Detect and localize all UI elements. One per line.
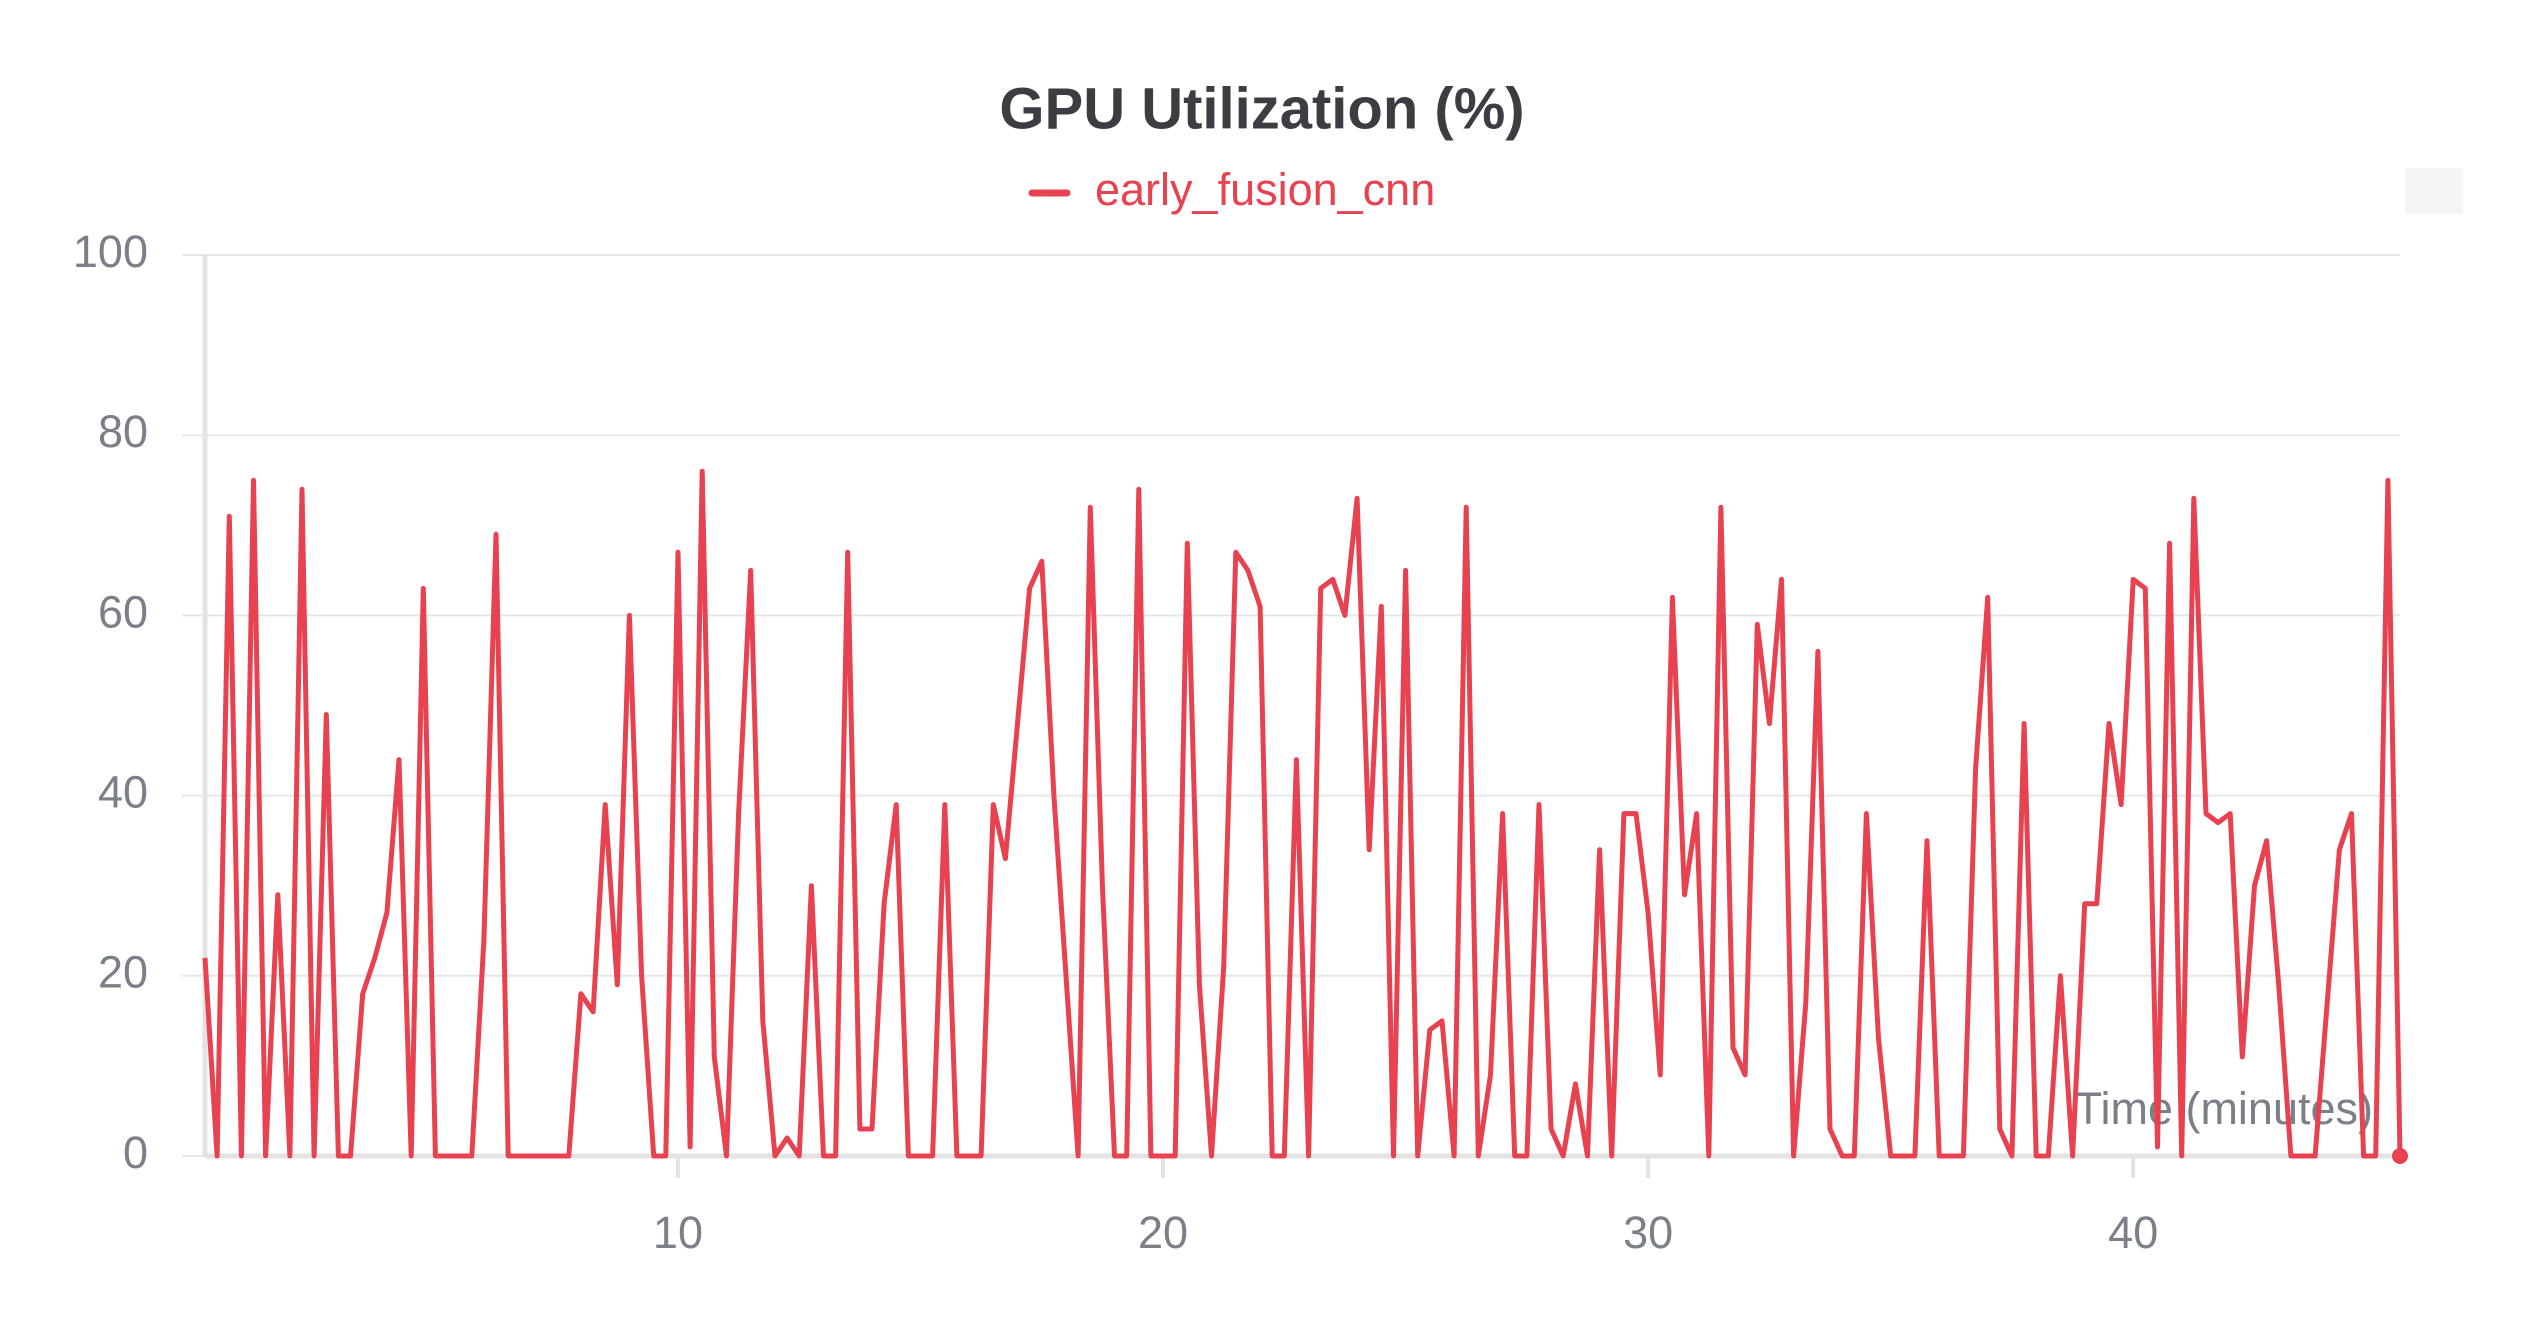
x-axis-label: Time (minutes) [2075, 1083, 2373, 1134]
y-tick-label: 40 [98, 766, 148, 817]
end-point [2392, 1148, 2408, 1164]
chart-title: GPU Utilization (%) [999, 76, 1524, 141]
legend-label: early_fusion_cnn [1095, 164, 1435, 215]
x-tick-label: 40 [2108, 1207, 2158, 1258]
x-tick-label: 10 [653, 1207, 703, 1258]
y-tick-label: 100 [73, 226, 148, 277]
x-tick-label: 30 [1623, 1207, 1673, 1258]
y-tick-label: 20 [98, 947, 148, 998]
line [202, 468, 2403, 1159]
x-tick-label: 20 [1138, 1207, 1188, 1258]
y-tick-label: 60 [98, 586, 148, 637]
y-tick-label: 0 [123, 1127, 148, 1178]
y-tick-label: 80 [98, 406, 148, 457]
menu-button[interactable] [2405, 168, 2463, 214]
